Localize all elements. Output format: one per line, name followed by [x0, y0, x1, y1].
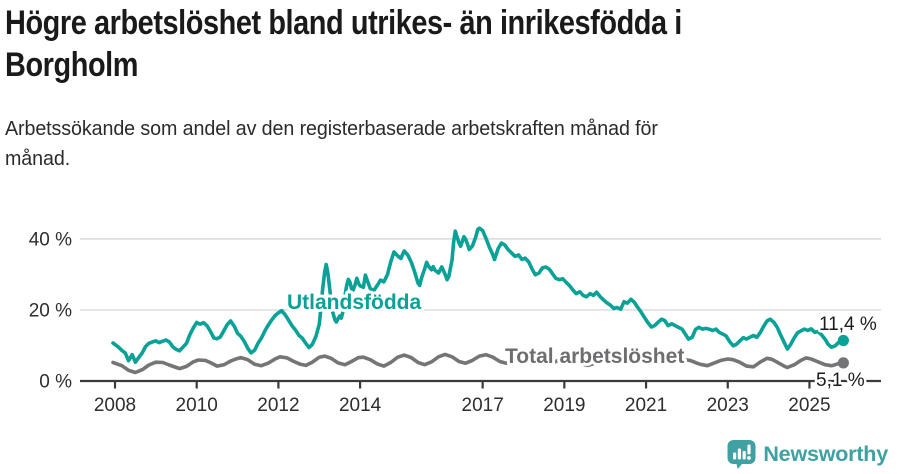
newsworthy-brand-text: Newsworthy: [763, 441, 888, 466]
series-label-utlandsfodda: Utlandsfödda: [287, 291, 421, 314]
x-tick-label-2021: 2021: [625, 395, 667, 416]
y-tick-label-0: 0 %: [39, 372, 72, 393]
end-value-label-total: 5,1 %: [816, 370, 865, 391]
x-tick-label-2014: 2014: [339, 395, 382, 416]
x-tick-label-2017: 2017: [462, 395, 504, 416]
x-tick-label-2010: 2010: [176, 395, 218, 416]
series-line-utlandsfodda: [111, 226, 846, 365]
end-dot-utlandsfodda: [837, 334, 849, 347]
newsworthy-logo-icon: [727, 440, 756, 469]
series-line-total: [111, 352, 846, 375]
series-label-total: Total arbetslöshet: [505, 345, 684, 368]
end-dot-total: [837, 357, 849, 369]
end-value-label-utlandsfodda: 11,4 %: [819, 314, 877, 335]
x-tick-label-2012: 2012: [257, 395, 299, 416]
y-tick-label-40: 40 %: [29, 229, 72, 250]
x-tick-label-2023: 2023: [707, 395, 749, 416]
x-tick-label-2025: 2025: [788, 395, 830, 416]
newsworthy-brand-link[interactable]: Newsworthy: [727, 439, 888, 469]
chart-subtitle: Arbetssökande som andel av den registerb…: [5, 117, 658, 170]
y-tick-label-20: 20 %: [29, 300, 72, 321]
x-tick-label-2019: 2019: [543, 395, 585, 416]
page-title: Högre arbetslöshet bland utrikes- än inr…: [5, 4, 682, 84]
x-tick-label-2008: 2008: [94, 395, 136, 416]
